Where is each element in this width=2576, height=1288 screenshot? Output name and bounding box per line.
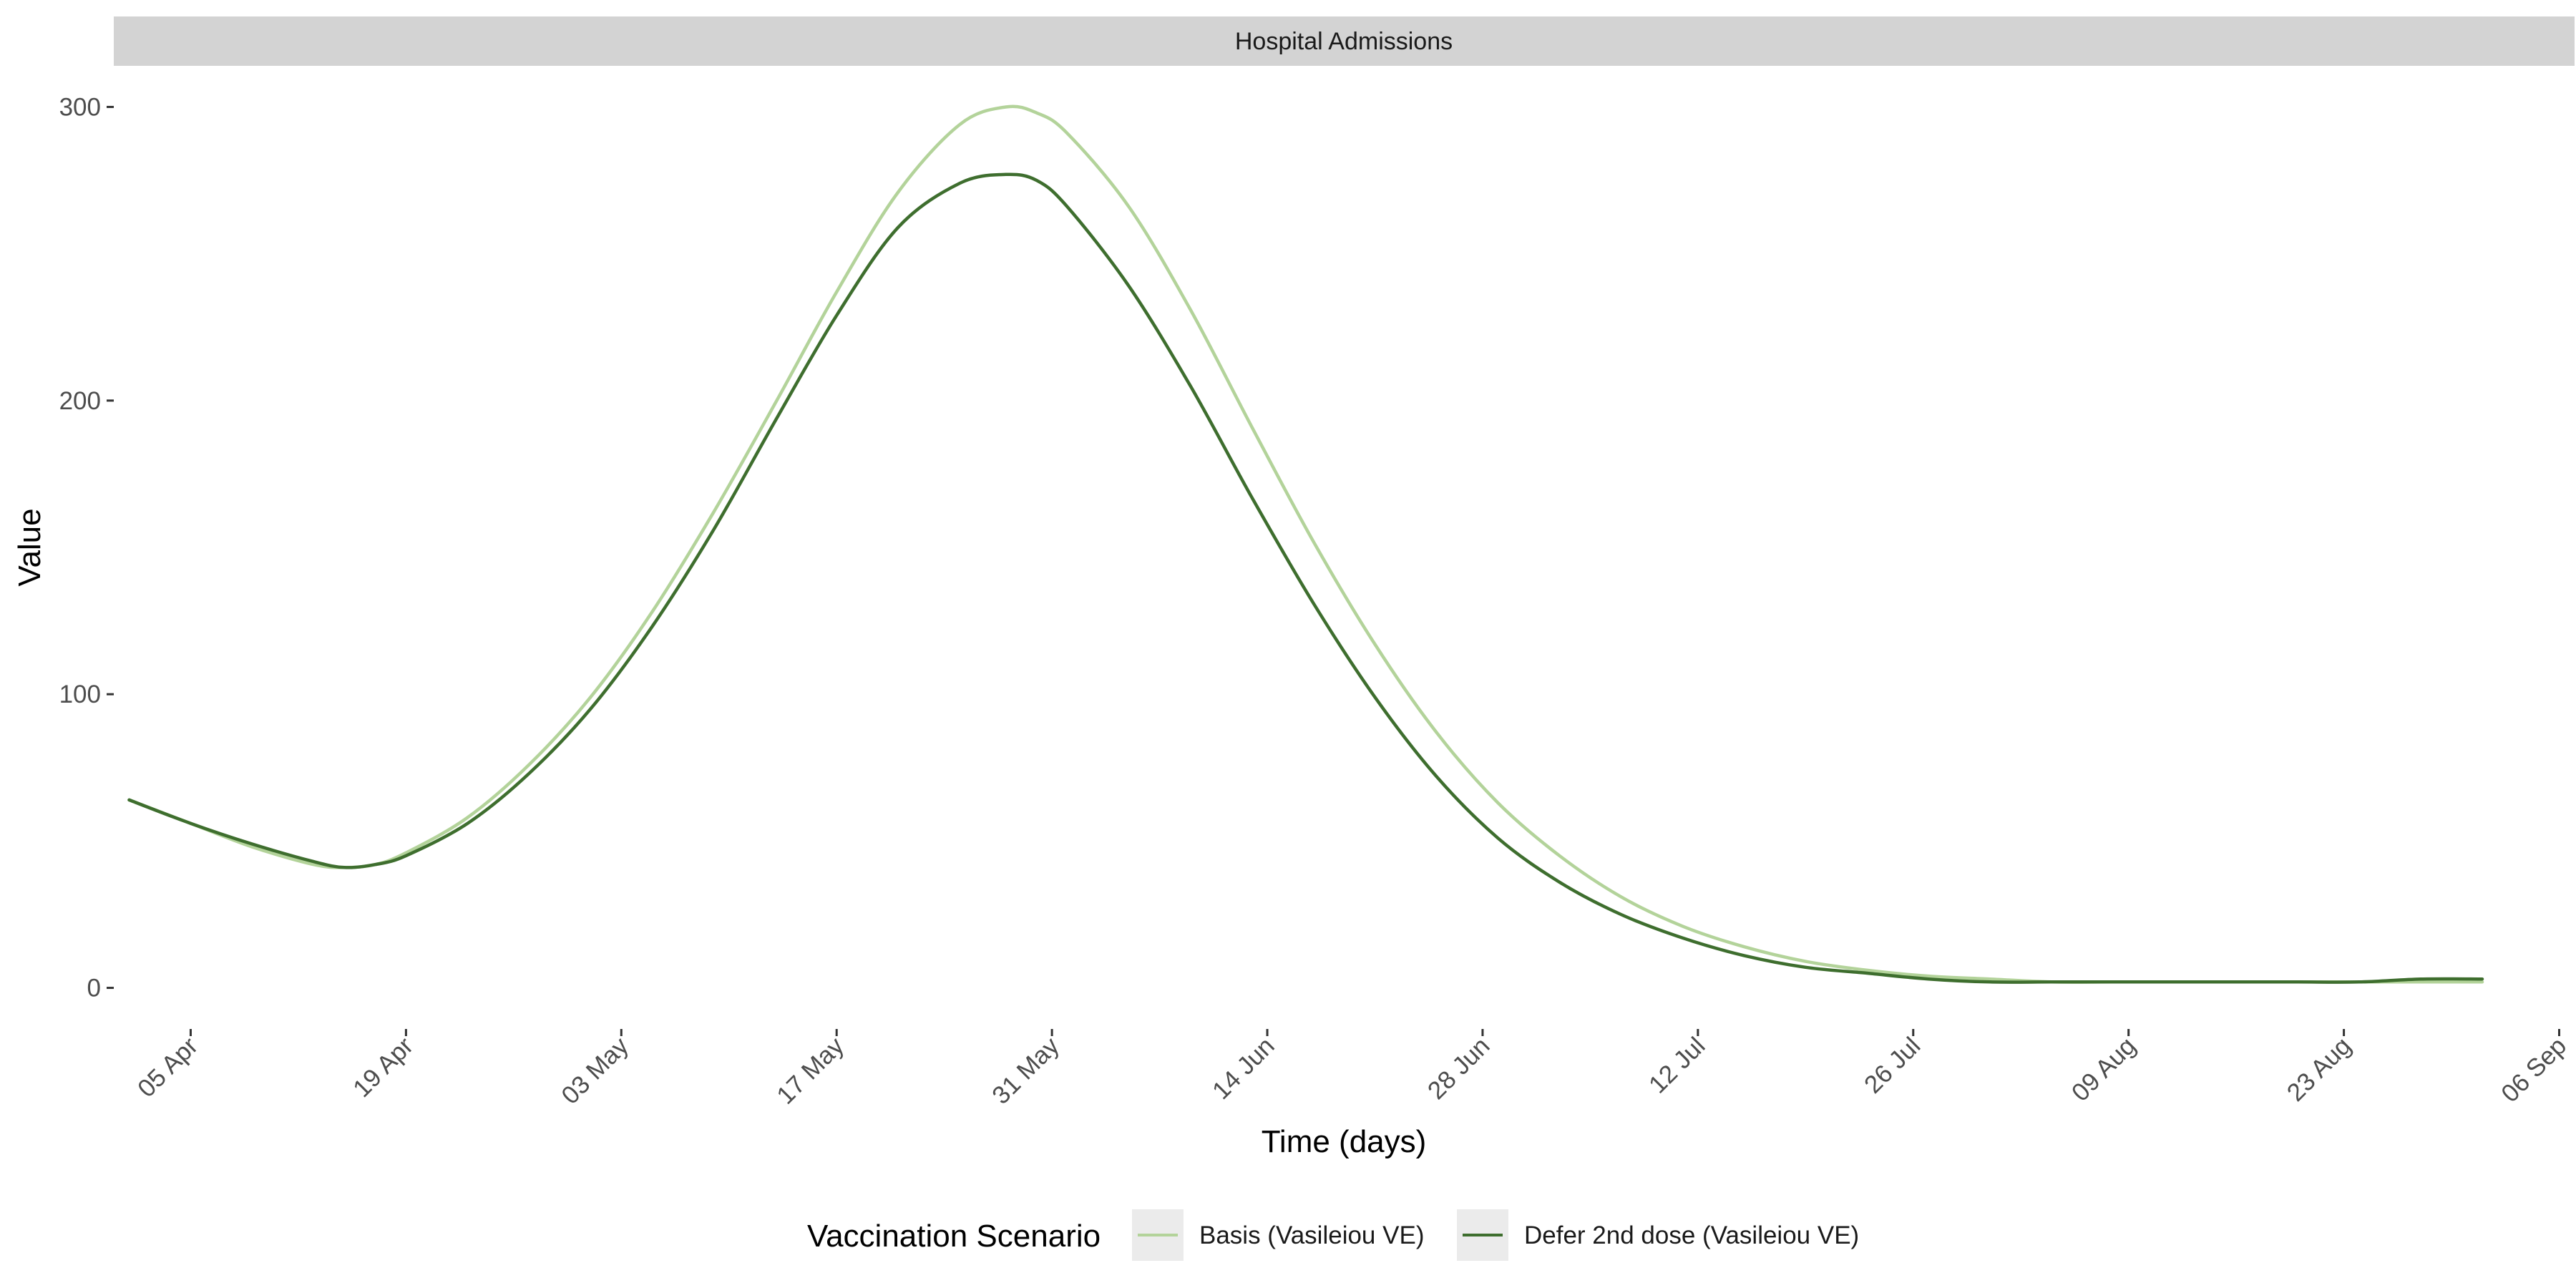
x-tick-label: 31 May	[987, 1032, 1065, 1110]
legend-label-defer: Defer 2nd dose (Vasileiou VE)	[1524, 1221, 1859, 1249]
x-tick-label: 05 Apr	[132, 1032, 203, 1103]
x-tick-label: 09 Aug	[2067, 1032, 2142, 1107]
x-tick-label: 19 Apr	[348, 1032, 419, 1103]
panel-title: Hospital Admissions	[1235, 28, 1453, 55]
x-tick-label: 03 May	[556, 1032, 634, 1110]
x-tick-label: 28 Jun	[1423, 1032, 1496, 1105]
panel-strip	[114, 16, 2575, 66]
y-tick-label: 0	[87, 975, 101, 1002]
legend-label-basis: Basis (Vasileiou VE)	[1199, 1221, 1424, 1249]
x-tick-label: 12 Jul	[1644, 1032, 1711, 1099]
x-tick-label: 23 Aug	[2282, 1032, 2357, 1107]
x-tick-label: 14 Jun	[1207, 1032, 1280, 1105]
y-tick-label: 300	[59, 93, 101, 121]
y-axis: 0 100 200 300	[59, 93, 114, 1002]
x-tick-label: 06 Sep	[2496, 1032, 2572, 1108]
legend-title: Vaccination Scenario	[807, 1219, 1101, 1254]
y-tick-label: 100	[59, 680, 101, 708]
y-axis-label: Value	[12, 508, 47, 586]
y-tick-label: 200	[59, 387, 101, 415]
x-tick-label: 26 Jul	[1859, 1032, 1926, 1099]
legend: Vaccination Scenario Basis (Vasileiou VE…	[807, 1209, 1859, 1261]
x-axis: 05 Apr 19 Apr 03 May 17 May 31 May 14 Jun 28 J…	[132, 1029, 2572, 1110]
series-lines	[127, 104, 2484, 984]
series-line-0	[127, 104, 2484, 984]
x-tick-label: 17 May	[771, 1032, 849, 1110]
x-axis-label: Time (days)	[1262, 1124, 1427, 1159]
series-line-1	[127, 172, 2484, 984]
